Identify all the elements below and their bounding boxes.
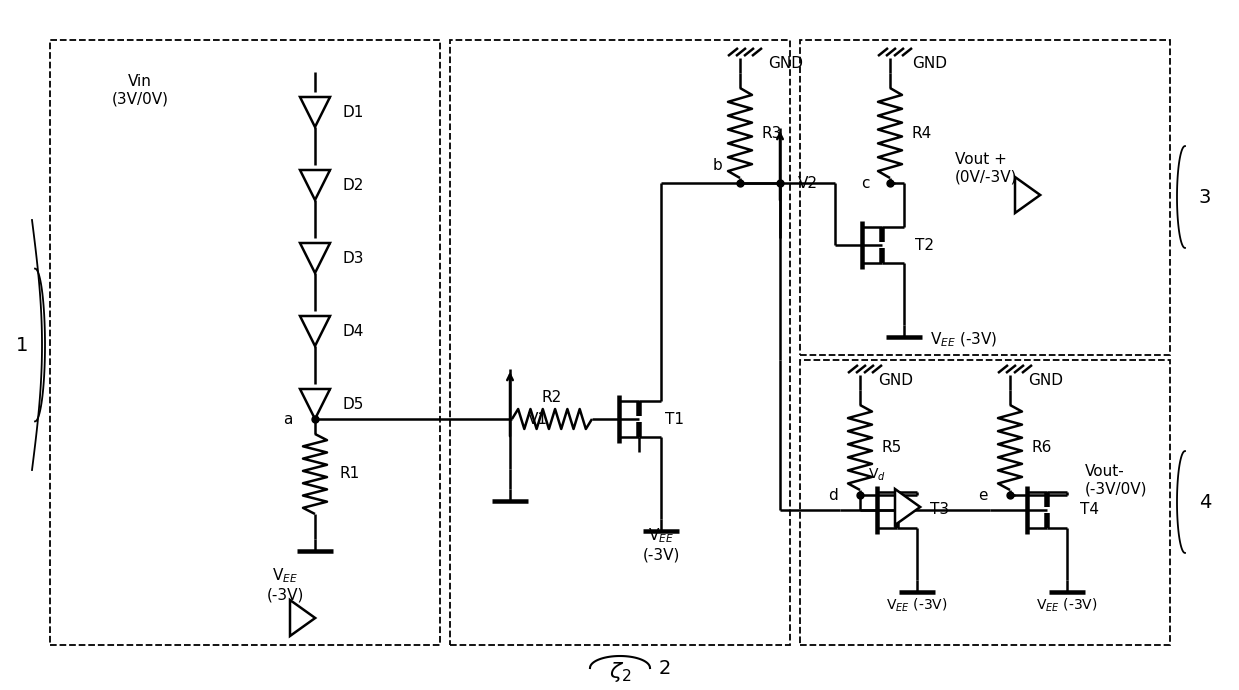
Polygon shape <box>1015 177 1041 213</box>
Text: 4: 4 <box>1199 493 1212 511</box>
Text: D1: D1 <box>343 104 364 119</box>
Text: b: b <box>712 157 722 172</box>
Text: Vout +
(0V/-3V): Vout + (0V/-3V) <box>955 152 1017 184</box>
Text: 1: 1 <box>16 335 28 355</box>
Text: V$_{EE}$ (-3V): V$_{EE}$ (-3V) <box>886 596 948 613</box>
Text: R2: R2 <box>541 389 563 404</box>
Text: a: a <box>284 411 292 426</box>
Text: R5: R5 <box>882 440 902 455</box>
Text: R3: R3 <box>762 126 782 141</box>
Text: 2: 2 <box>659 658 672 678</box>
Polygon shape <box>895 489 921 525</box>
Bar <box>800 360 1170 645</box>
Bar <box>450 40 790 645</box>
Text: R1: R1 <box>339 466 361 482</box>
Bar <box>50 40 440 645</box>
Text: V$_d$: V$_d$ <box>869 467 886 483</box>
Text: GND: GND <box>1028 373 1063 388</box>
Text: D2: D2 <box>343 177 364 193</box>
Text: T3: T3 <box>930 502 949 518</box>
Text: V$_{EE}$ (-3V): V$_{EE}$ (-3V) <box>930 331 997 349</box>
Text: D4: D4 <box>343 324 364 339</box>
Text: Vin
(3V/0V): Vin (3V/0V) <box>112 74 169 106</box>
Text: GND: GND <box>768 55 803 70</box>
Text: D3: D3 <box>343 250 364 266</box>
Text: V$_{EE}$ (-3V): V$_{EE}$ (-3V) <box>1036 596 1098 613</box>
Text: D5: D5 <box>343 397 364 411</box>
Polygon shape <box>290 600 315 636</box>
Text: V2: V2 <box>798 175 818 190</box>
Text: d: d <box>828 488 838 502</box>
Polygon shape <box>300 316 330 346</box>
Polygon shape <box>300 97 330 127</box>
Text: $\zeta_2$: $\zeta_2$ <box>608 660 631 684</box>
Text: T2: T2 <box>914 237 934 253</box>
Text: c: c <box>861 175 870 190</box>
Text: 3: 3 <box>1199 188 1212 206</box>
Bar <box>800 40 1170 355</box>
Text: V$_{EE}$
(-3V): V$_{EE}$ (-3V) <box>266 566 304 602</box>
Text: e: e <box>979 488 987 502</box>
Text: GND: GND <box>912 55 947 70</box>
Text: T4: T4 <box>1080 502 1099 518</box>
Text: V$_{EE}$
(-3V): V$_{EE}$ (-3V) <box>642 526 680 562</box>
Polygon shape <box>300 170 330 200</box>
Polygon shape <box>300 389 330 419</box>
Text: R6: R6 <box>1032 440 1052 455</box>
Text: T1: T1 <box>665 411 684 426</box>
Text: GND: GND <box>878 373 913 388</box>
Text: R4: R4 <box>912 126 932 141</box>
Text: V1: V1 <box>528 411 548 426</box>
Text: Vout-
(-3V/0V): Vout- (-3V/0V) <box>1085 464 1147 496</box>
Polygon shape <box>300 243 330 273</box>
